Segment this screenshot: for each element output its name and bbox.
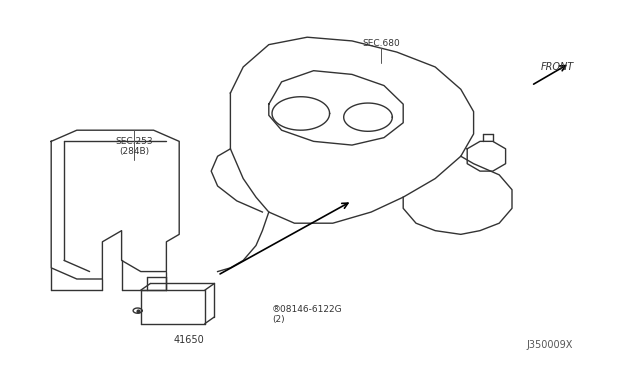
Text: ®08146-6122G
(2): ®08146-6122G (2)	[272, 305, 342, 324]
Text: SEC.253
(284B): SEC.253 (284B)	[116, 137, 153, 156]
Text: SEC.680: SEC.680	[362, 39, 399, 48]
Text: 41650: 41650	[173, 335, 204, 345]
Text: FRONT: FRONT	[541, 62, 574, 72]
Text: J350009X: J350009X	[527, 340, 573, 350]
